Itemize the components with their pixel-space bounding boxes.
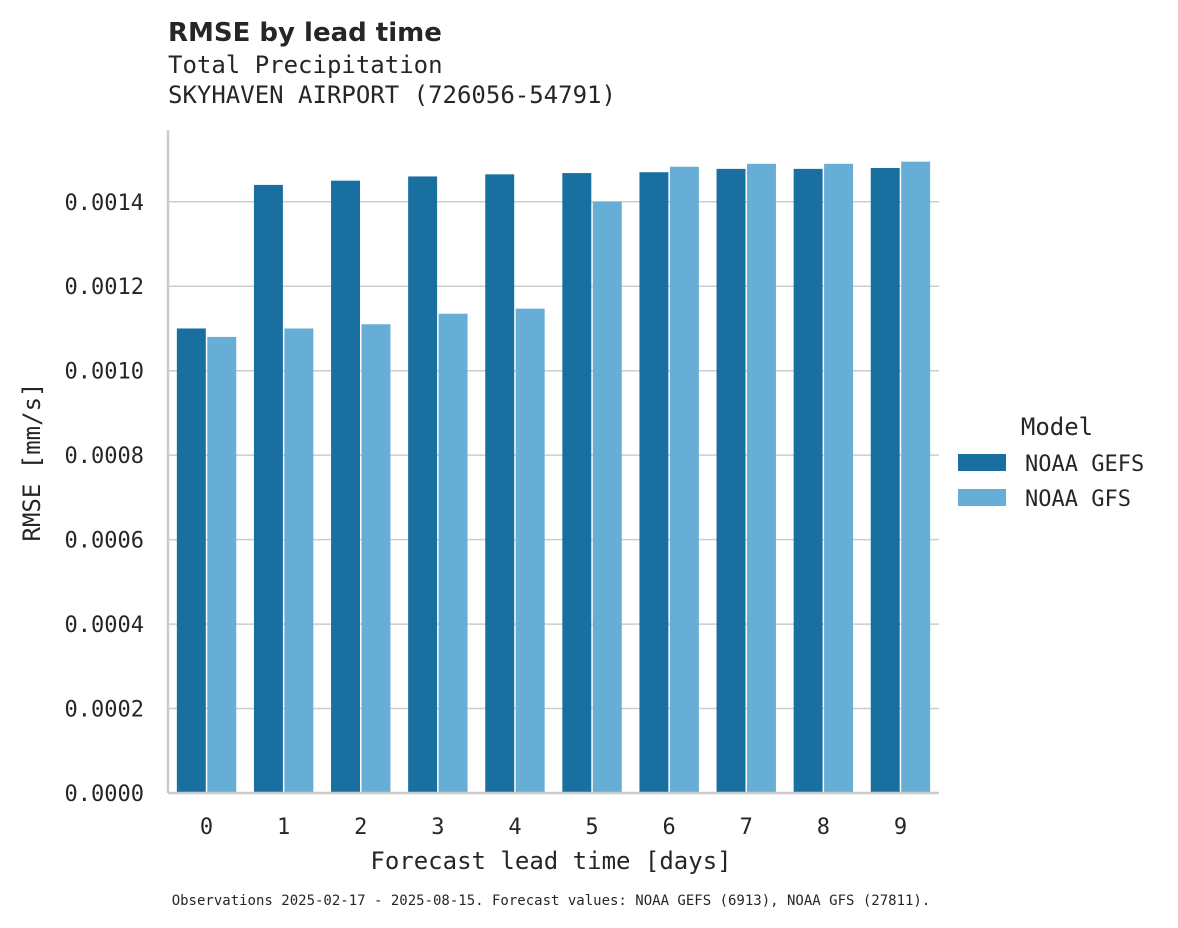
bar-noaa-gefs-lead-6 [639, 172, 669, 793]
chart-subtitle-station: SKYHAVEN AIRPORT (726056-54791) [168, 81, 616, 109]
legend: Model NOAA GEFS NOAA GFS [958, 413, 1144, 512]
x-tick-label: 0 [200, 815, 213, 840]
y-tick-label: 0.0000 [65, 782, 144, 807]
legend-label-noaa-gefs: NOAA GEFS [1025, 452, 1144, 477]
bar-noaa-gfs-lead-0 [207, 336, 237, 793]
x-tick-label: 6 [663, 815, 676, 840]
bar-noaa-gfs-lead-4 [515, 308, 545, 793]
legend-swatch-noaa-gefs [958, 454, 1006, 471]
x-tick-label: 5 [585, 815, 598, 840]
y-tick-label: 0.0014 [65, 191, 144, 216]
bar-noaa-gefs-lead-2 [331, 180, 360, 793]
bar-noaa-gefs-lead-8 [793, 168, 823, 793]
y-tick-label: 0.0012 [65, 275, 144, 300]
legend-label-noaa-gfs: NOAA GFS [1025, 487, 1131, 512]
y-ticks: 0.0000 0.0002 0.0004 0.0006 0.0008 0.0010 0.00… [65, 191, 144, 807]
bars [176, 161, 931, 794]
x-tick-label: 9 [894, 815, 907, 840]
x-tick-label: 8 [817, 815, 830, 840]
y-tick-label: 0.0002 [65, 698, 144, 723]
bar-noaa-gefs-lead-5 [562, 173, 592, 794]
legend-title: Model [1021, 413, 1093, 441]
x-tick-label: 7 [740, 815, 753, 840]
bar-noaa-gfs-lead-6 [669, 166, 699, 793]
bar-noaa-gfs-lead-9 [901, 161, 931, 793]
y-tick-label: 0.0004 [65, 613, 144, 638]
x-tick-label: 3 [431, 815, 444, 840]
bar-noaa-gefs-lead-9 [870, 168, 900, 794]
y-tick-label: 0.0006 [65, 529, 144, 554]
bar-noaa-gefs-lead-4 [485, 174, 515, 793]
chart-title: RMSE by lead time [168, 18, 442, 48]
bar-noaa-gefs-lead-0 [176, 328, 206, 793]
bar-noaa-gfs-lead-2 [361, 324, 391, 793]
bar-noaa-gfs-lead-3 [438, 313, 468, 793]
x-tick-label: 1 [277, 815, 290, 840]
bar-noaa-gfs-lead-5 [592, 201, 622, 794]
x-ticks: 0 1 2 3 4 5 6 7 8 9 [200, 815, 907, 840]
y-tick-label: 0.0010 [65, 360, 144, 385]
y-axis-label: RMSE [mm/s] [18, 383, 46, 542]
x-axis-label: Forecast lead time [days] [370, 847, 731, 875]
gridlines [168, 201, 939, 710]
caption: Observations 2025-02-17 - 2025-08-15. Fo… [172, 893, 931, 909]
bar-noaa-gfs-lead-1 [284, 328, 314, 793]
bar-noaa-gefs-lead-3 [408, 176, 438, 794]
x-tick-label: 4 [508, 815, 521, 840]
chart-subtitle-variable: Total Precipitation [168, 51, 443, 79]
x-tick-label: 2 [354, 815, 367, 840]
bar-noaa-gefs-lead-1 [253, 184, 283, 794]
bar-noaa-gfs-lead-8 [824, 163, 854, 793]
bar-noaa-gefs-lead-7 [716, 168, 746, 793]
bar-noaa-gfs-lead-7 [747, 163, 776, 793]
y-tick-label: 0.0008 [65, 444, 144, 469]
legend-swatch-noaa-gfs [958, 489, 1006, 506]
